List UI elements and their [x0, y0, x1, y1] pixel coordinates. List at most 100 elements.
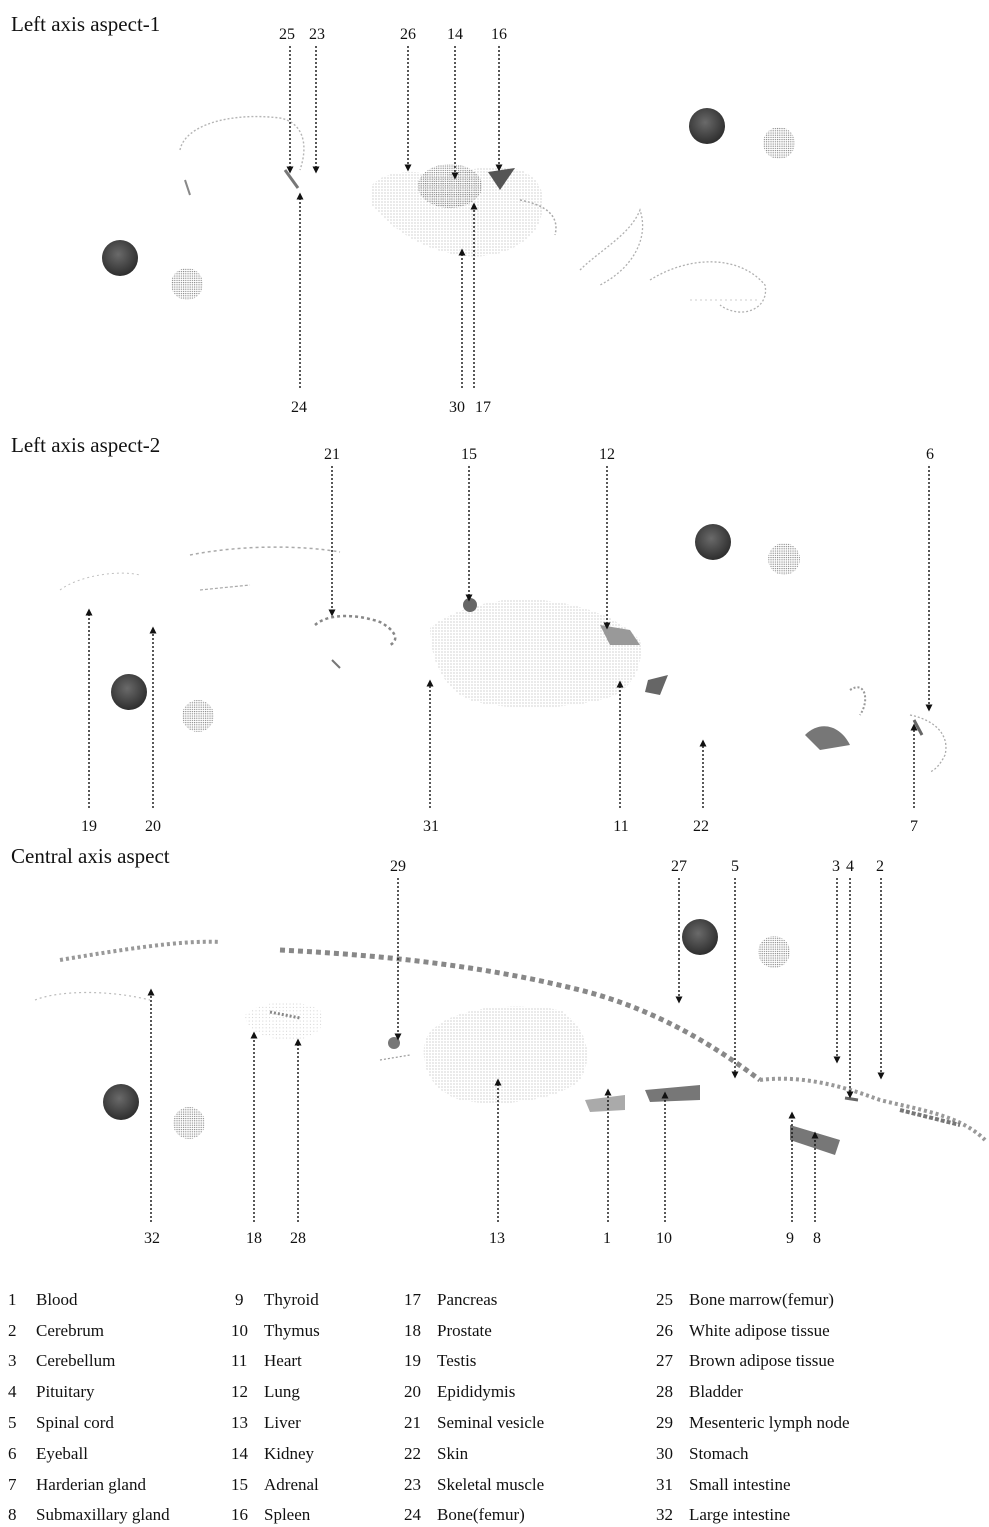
legend-name: Large intestine — [689, 1505, 790, 1524]
legend-number: 16 — [231, 1505, 248, 1524]
legend-number: 8 — [8, 1505, 17, 1524]
pointer-label: 5 — [731, 858, 739, 875]
legend-item: 23 Skeletal muscle — [404, 1475, 544, 1494]
legend-item: 25 Bone marrow(femur) — [656, 1290, 834, 1309]
pointer-label: 1 — [603, 1230, 611, 1247]
legend-name: Blood — [36, 1290, 78, 1309]
tissue-section-image — [179, 115, 767, 313]
legend-name: Pancreas — [437, 1290, 497, 1309]
legend-item: 31 Small intestine — [656, 1475, 791, 1494]
pointer-label: 25 — [279, 26, 295, 43]
legend-name: Mesenteric lymph node — [689, 1413, 850, 1432]
legend-item: 2 Cerebrum — [8, 1321, 104, 1340]
legend-name: Lung — [264, 1382, 300, 1401]
pointer-label: 31 — [423, 818, 439, 835]
legend-number: 15 — [231, 1475, 248, 1494]
legend-number: 27 — [656, 1351, 674, 1370]
legend-name: Thyroid — [264, 1290, 319, 1309]
legend-number: 32 — [656, 1505, 673, 1524]
legend-number: 30 — [656, 1444, 673, 1463]
legend-item: 19 Testis — [404, 1351, 476, 1370]
legend-item: 16 Spleen — [231, 1505, 311, 1524]
legend-name: Kidney — [264, 1444, 315, 1463]
pointer-label: 4 — [846, 858, 854, 875]
legend-item: 32 Large intestine — [656, 1505, 790, 1524]
pointer-label: 21 — [324, 446, 340, 463]
legend-item: 9 Thyroid — [235, 1290, 319, 1309]
pointer-label: 16 — [491, 26, 507, 43]
pointer-label: 2 — [876, 858, 884, 875]
legend-item: 8 Submaxillary gland — [8, 1505, 170, 1524]
legend-item: 27 Brown adipose tissue — [656, 1351, 834, 1370]
pointer-label: 3 — [832, 858, 840, 875]
legend-name: Thymus — [264, 1321, 320, 1340]
legend-number: 3 — [8, 1351, 17, 1370]
legend-item: 18 Prostate — [404, 1321, 492, 1340]
legend-number: 24 — [404, 1505, 422, 1524]
pointer-label: 19 — [81, 818, 97, 835]
calibration-standards — [102, 108, 795, 300]
legend-name: Skeletal muscle — [437, 1475, 544, 1494]
pointer-label: 12 — [599, 446, 615, 463]
legend-number: 26 — [656, 1321, 673, 1340]
legend-name: Eyeball — [36, 1444, 88, 1463]
legend-number: 6 — [8, 1444, 17, 1463]
pointer-label: 23 — [309, 26, 325, 43]
calibration-standards — [111, 524, 800, 732]
pointer-label: 9 — [786, 1230, 794, 1247]
pointer-label: 14 — [447, 26, 463, 43]
pointer-label: 11 — [613, 818, 628, 835]
legend-item: 21 Seminal vesicle — [404, 1413, 544, 1432]
legend-item: 20 Epididymis — [404, 1382, 515, 1401]
pointer-label: 10 — [656, 1230, 672, 1247]
legend-name: Liver — [264, 1413, 301, 1432]
legend-number: 29 — [656, 1413, 673, 1432]
legend-item: 5 Spinal cord — [8, 1413, 114, 1432]
legend-item: 12 Lung — [231, 1382, 300, 1401]
panel-left-axis-aspect-1: Left axis aspect-1 25 23 26 — [11, 12, 795, 416]
legend-number: 25 — [656, 1290, 673, 1309]
pointer-label: 18 — [246, 1230, 262, 1247]
legend-number: 19 — [404, 1351, 421, 1370]
legend-number: 28 — [656, 1382, 673, 1401]
pointer-label: 15 — [461, 446, 477, 463]
pointer-label: 17 — [475, 399, 491, 416]
legend-name: Brown adipose tissue — [689, 1351, 834, 1370]
legend-item: 13 Liver — [231, 1413, 301, 1432]
legend-item: 26 White adipose tissue — [656, 1321, 830, 1340]
legend-number: 9 — [235, 1290, 244, 1309]
legend-number: 20 — [404, 1382, 421, 1401]
legend-item: 14 Kidney — [231, 1444, 315, 1463]
legend-item: 15 Adrenal — [231, 1475, 319, 1494]
panel-title: Left axis aspect-2 — [11, 433, 160, 457]
legend-number: 2 — [8, 1321, 17, 1340]
legend-number: 5 — [8, 1413, 17, 1432]
legend-item: 28 Bladder — [656, 1382, 743, 1401]
legend-item: 11 Heart — [231, 1351, 302, 1370]
legend-number: 12 — [231, 1382, 248, 1401]
pointer-label: 8 — [813, 1230, 821, 1247]
legend-item: 1 Blood — [8, 1290, 78, 1309]
pointer-label: 7 — [910, 818, 918, 835]
pointer-label: 28 — [290, 1230, 306, 1247]
legend-name: Submaxillary gland — [36, 1505, 170, 1524]
panel-left-axis-aspect-2: Left axis aspect-2 — [11, 433, 947, 835]
legend-number: 4 — [8, 1382, 17, 1401]
legend-name: Cerebellum — [36, 1351, 115, 1370]
legend-name: Prostate — [437, 1321, 492, 1340]
legend-number: 1 — [8, 1290, 17, 1309]
pointer-label: 27 — [671, 858, 687, 875]
pointer-label: 30 — [449, 399, 465, 416]
pointer-label: 32 — [144, 1230, 160, 1247]
legend-number: 18 — [404, 1321, 421, 1340]
legend-name: Testis — [437, 1351, 476, 1370]
legend-name: Cerebrum — [36, 1321, 104, 1340]
legend-name: White adipose tissue — [689, 1321, 830, 1340]
panel-title: Central axis aspect — [11, 844, 170, 868]
legend-number: 10 — [231, 1321, 248, 1340]
legend-item: 6 Eyeball — [8, 1444, 88, 1463]
legend-item: 30 Stomach — [656, 1444, 749, 1463]
legend-item: 7 Harderian gland — [8, 1475, 146, 1494]
pointer-label: 20 — [145, 818, 161, 835]
calibration-standards — [103, 919, 790, 1139]
